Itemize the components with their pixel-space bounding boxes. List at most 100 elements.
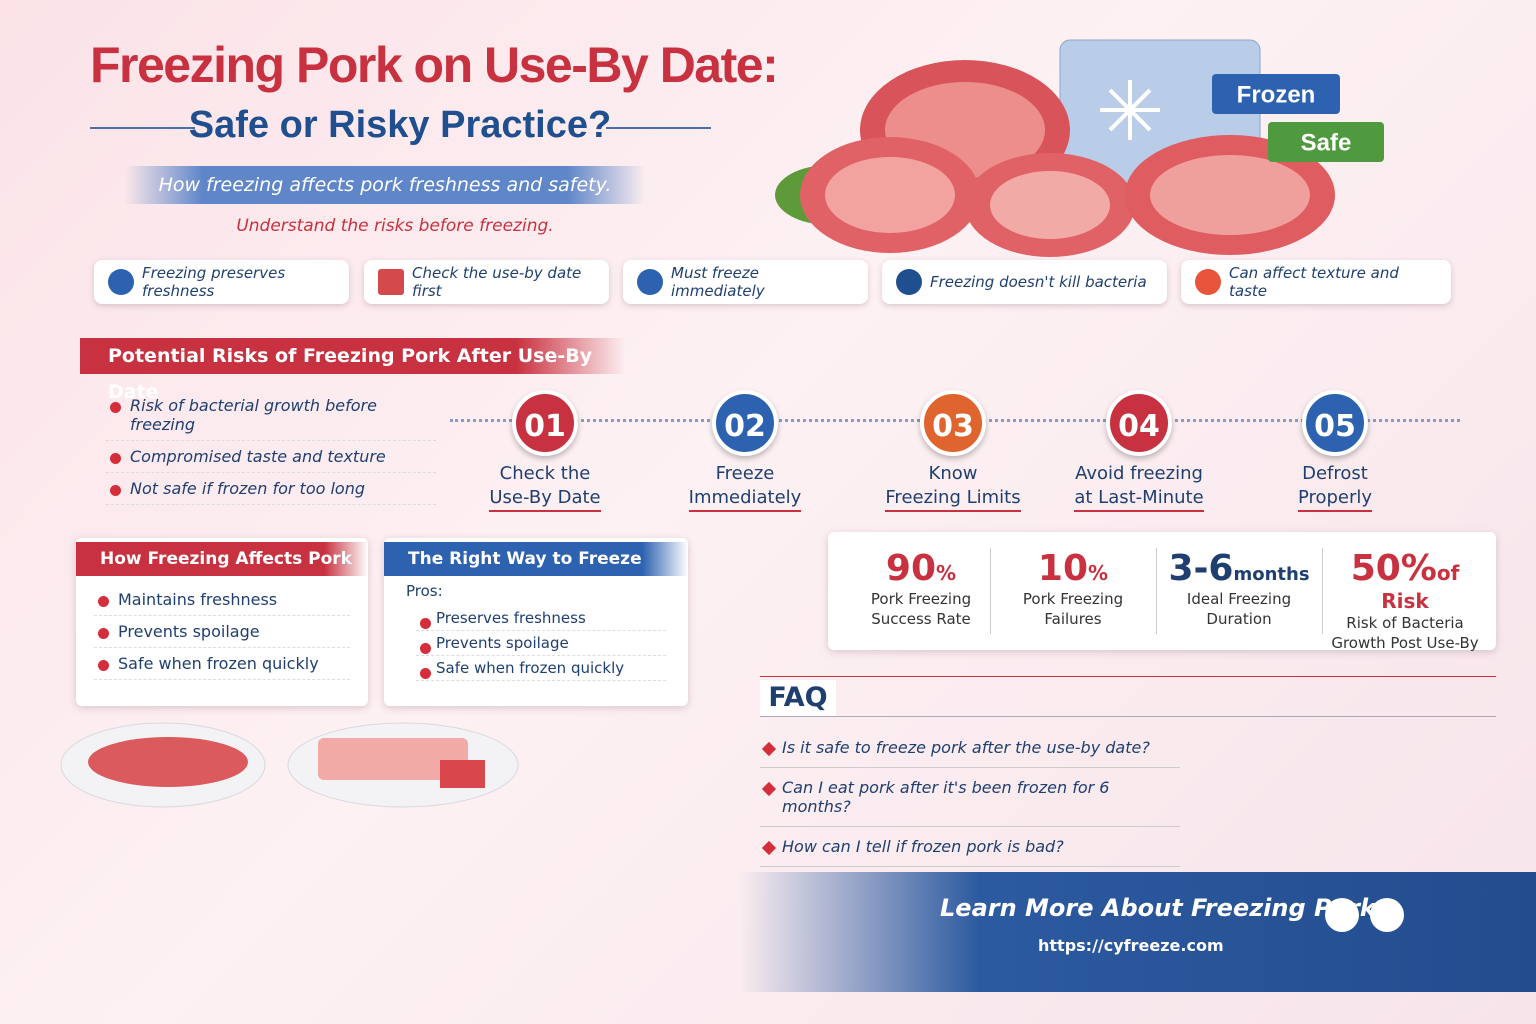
step-number: 03 xyxy=(920,390,986,456)
chip-icon xyxy=(1195,269,1221,295)
chip-label: Must freeze immediately xyxy=(671,264,765,300)
stats-panel xyxy=(828,532,1496,650)
panel-title: The Right Way to Freeze Pork xyxy=(384,542,688,603)
risk-item: Compromised taste and texture xyxy=(106,441,436,473)
stat-label: Duration xyxy=(1206,610,1272,628)
step-label: Check the Use-By Date xyxy=(450,462,640,512)
step-label-line: Properly xyxy=(1240,486,1430,512)
section-title: Potential Risks of Freezing Pork After U… xyxy=(80,338,625,403)
footer: Learn More About Freezing Pork https://c… xyxy=(740,872,1536,992)
step-label: Avoid freezing at Last-Minute xyxy=(1044,462,1234,512)
faq-question: How can I tell if frozen pork is bad? xyxy=(760,827,1180,867)
chip: Freezing doesn't kill bacteria xyxy=(882,260,1167,304)
risk-list: Risk of bacterial growth before freezing… xyxy=(106,390,436,505)
snowflake xyxy=(1100,80,1160,140)
facebook-icon[interactable] xyxy=(1370,898,1404,932)
chip-icon xyxy=(637,269,663,295)
stat-label: Pork Freezing xyxy=(870,590,972,608)
stat-value: 90% xyxy=(846,548,996,589)
stat-unit: of Risk xyxy=(1381,561,1460,613)
step-label-line: Freezing Limits xyxy=(858,486,1048,512)
step-label-text: Avoid freezing xyxy=(1075,463,1203,484)
step-label: Defrost Properly xyxy=(1240,462,1430,512)
faq-list: Is it safe to freeze pork after the use-… xyxy=(760,728,1180,867)
badge-safe xyxy=(1268,122,1384,162)
pros-item: Safe when frozen quickly xyxy=(416,656,666,681)
step: 04 Avoid freezing at Last-Minute xyxy=(1044,390,1234,512)
stat: 10% Pork Freezing Failures xyxy=(998,548,1148,629)
divider xyxy=(606,127,711,129)
effects-list: Maintains freshness Prevents spoilage Sa… xyxy=(76,576,368,688)
twitter-icon[interactable] xyxy=(1325,898,1359,932)
pork-cut xyxy=(1150,155,1310,235)
stat-label: Pork Freezing xyxy=(1022,590,1124,608)
step-label-line: Check the xyxy=(450,462,640,486)
chip-label: Freezing doesn't kill bacteria xyxy=(930,273,1147,291)
stat-value: 10% xyxy=(998,548,1148,589)
step-label: Freeze Immediately xyxy=(650,462,840,512)
step-label-text: Check the xyxy=(499,463,591,484)
step-label-text: Freeze xyxy=(715,463,775,484)
footer-url[interactable]: https://cyfreeze.com xyxy=(1038,936,1224,955)
step-number: 02 xyxy=(712,390,778,456)
pork-cut xyxy=(990,171,1110,239)
stat-label: Risk of Bacteria xyxy=(1346,614,1464,632)
step-label-text: Properly xyxy=(1297,486,1373,512)
hero-illustration: Frozen Safe xyxy=(775,39,1384,257)
step: 03 Know Freezing Limits xyxy=(858,390,1048,512)
footer-title: Learn More About Freezing Pork xyxy=(940,894,1376,922)
chip-label: Check the use-by date first xyxy=(412,264,582,300)
stat-label: Success Rate xyxy=(871,610,971,628)
stat-divider xyxy=(990,548,991,634)
effects-item: Prevents spoilage xyxy=(94,616,350,648)
divider xyxy=(90,127,195,129)
subtitle: Safe or Risky Practice? xyxy=(188,104,612,146)
stat-label: Ideal Freezing xyxy=(1186,590,1292,608)
right-way-panel: The Right Way to Freeze Pork Pros: Prese… xyxy=(384,538,688,706)
stat-unit: % xyxy=(1088,561,1109,585)
step-label-text: Immediately xyxy=(688,486,802,512)
stat: 50%of Risk Risk of Bacteria Growth Post Us… xyxy=(1330,548,1480,653)
step-label-line: Use-By Date xyxy=(450,486,640,512)
chip-label: Freezing preserves freshness xyxy=(142,264,286,300)
effects-panel: How Freezing Affects Pork Maintains fres… xyxy=(76,538,368,706)
step-label-line: Freeze xyxy=(650,462,840,486)
stat: 3-6months Ideal Freezing Duration xyxy=(1164,548,1314,629)
faq-title: FAQ xyxy=(760,680,836,716)
stat-number: 90 xyxy=(885,548,937,589)
chip-icon xyxy=(896,269,922,295)
step-label-text: Defrost xyxy=(1302,463,1368,484)
step-number: 05 xyxy=(1302,390,1368,456)
stat-divider xyxy=(1156,548,1157,634)
step-number: 04 xyxy=(1106,390,1172,456)
pork-cut xyxy=(440,760,485,788)
stat-unit: months xyxy=(1233,564,1310,585)
step-label-line: at Last-Minute xyxy=(1044,486,1234,512)
badge-frozen xyxy=(1212,74,1340,114)
divider xyxy=(760,676,1496,677)
pros-label: Pros: xyxy=(406,582,443,600)
step-label-line: Avoid freezing xyxy=(1044,462,1234,486)
step-label: Know Freezing Limits xyxy=(858,462,1048,512)
stat-label: Growth Post Use-By xyxy=(1331,634,1479,652)
chip: Must freeze immediately xyxy=(623,260,868,304)
stat-number: 50% xyxy=(1350,548,1437,589)
stat-divider xyxy=(1322,548,1323,634)
step-number: 01 xyxy=(512,390,578,456)
stat: 90% Pork Freezing Success Rate xyxy=(846,548,996,629)
faq-question: Is it safe to freeze pork after the use-… xyxy=(760,728,1180,768)
chip-label: Can affect texture and taste xyxy=(1229,264,1399,300)
chip: Can affect texture and taste xyxy=(1181,260,1451,304)
pros-list: Preserves freshness Prevents spoilage Sa… xyxy=(384,606,688,681)
step-label-line: Defrost xyxy=(1240,462,1430,486)
title: Freezing Pork on Use-By Date: xyxy=(90,37,779,93)
stat-value: 3-6months xyxy=(1164,548,1314,589)
plates-illustration xyxy=(60,722,519,808)
step-label-text: Know xyxy=(928,463,978,484)
faq-question: Can I eat pork after it's been frozen fo… xyxy=(760,768,1180,827)
effects-item: Safe when frozen quickly xyxy=(94,648,350,680)
chip-icon xyxy=(378,269,404,295)
pork-cut xyxy=(88,737,248,787)
